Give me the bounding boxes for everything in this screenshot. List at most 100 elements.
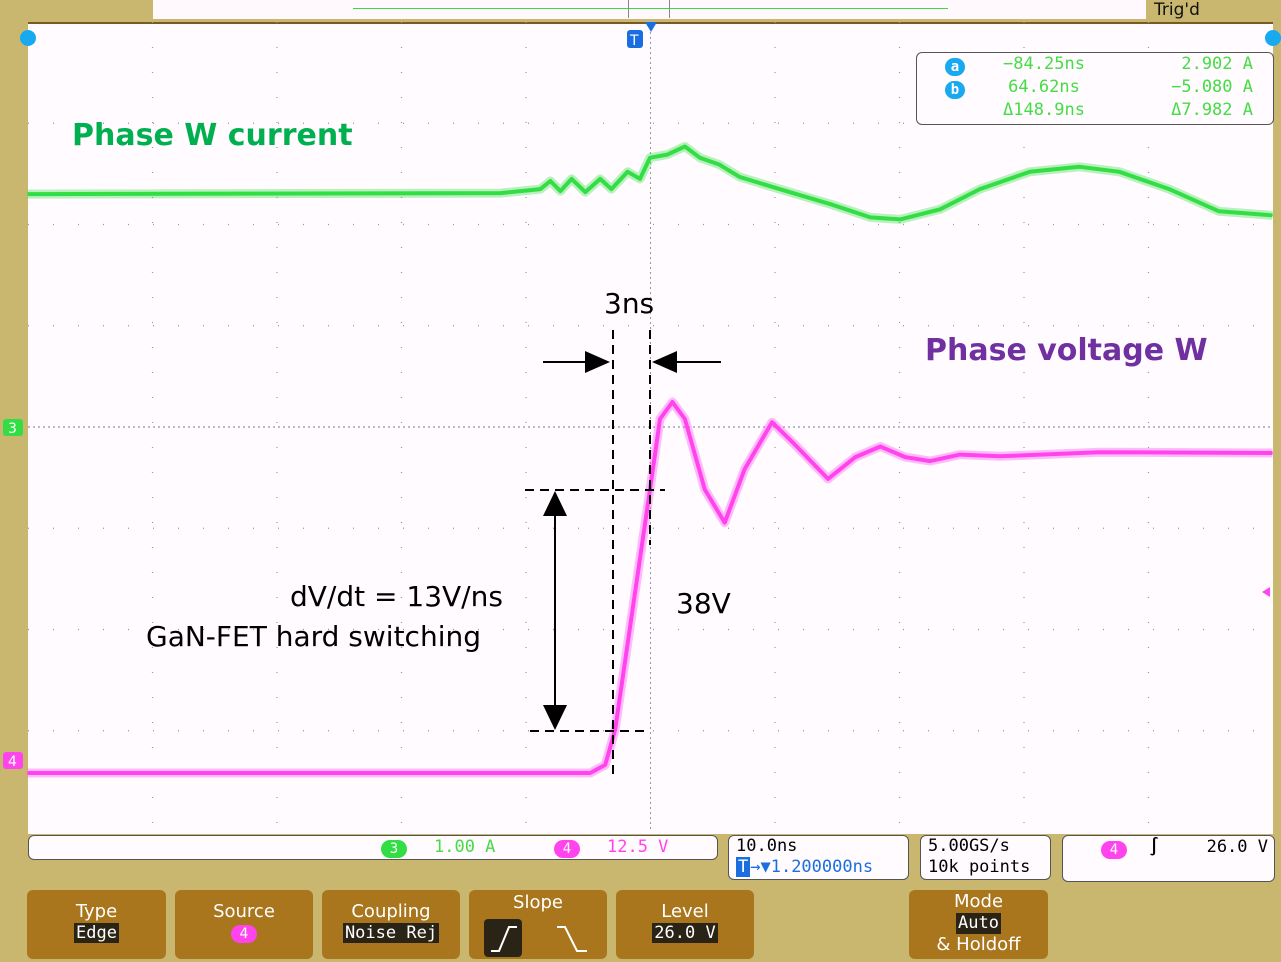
data-point-ch4: [724, 522, 726, 524]
trigger-marker-icon: T: [736, 857, 751, 877]
arrow-left-icon: [652, 351, 677, 373]
data-point-ch4: [959, 454, 961, 456]
data-point-ch4: [1098, 451, 1100, 453]
sample-rate: 5.00GS/s: [928, 836, 1010, 856]
markers: 3 4 T: [3, 22, 1281, 770]
trigger-readout[interactable]: 4 ∫ 26.0 V: [1062, 835, 1275, 882]
type-value: Edge: [74, 923, 119, 943]
falling-slope-icon: [557, 926, 587, 952]
ch4-ground-marker: [3, 752, 23, 769]
data-point-ch4: [27, 772, 28, 774]
coupling-title: Coupling: [351, 901, 431, 922]
svg-text:4: 4: [8, 754, 17, 770]
data-point-ch3: [1218, 210, 1220, 212]
data-point-ch4: [589, 772, 591, 774]
data-point-ch3: [939, 208, 941, 210]
rising-slope-option: [484, 919, 522, 957]
data-point-ch4: [854, 456, 856, 458]
acquisition-readout[interactable]: 5.00GS/s 10k points: [920, 835, 1051, 880]
amplitude-label: 38V: [676, 587, 731, 620]
data-point-ch3: [899, 218, 901, 220]
data-point-ch3: [649, 157, 651, 159]
mode-title: Mode: [953, 891, 1004, 912]
trigger-status: Trig'd: [1154, 0, 1200, 20]
dvdt-label: dV/dt = 13V/ns: [290, 580, 503, 613]
source-button[interactable]: Source 4: [175, 890, 313, 959]
data-point-ch3: [739, 176, 741, 178]
data-point-ch3: [830, 203, 832, 205]
cursor-b-time: 64.62ns: [1008, 77, 1080, 97]
data-point-ch3: [699, 157, 701, 159]
voltage-label: Phase voltage W: [925, 333, 1208, 368]
cursor-b-value: −5.080 A: [1171, 77, 1253, 97]
ch4-badge: 4: [554, 840, 580, 858]
channel-readout[interactable]: 3 1.00 A 4 12.5 V: [28, 835, 718, 860]
trigger-source-badge: 4: [1101, 841, 1127, 859]
data-point-ch3: [869, 216, 871, 218]
data-point-ch3: [549, 180, 551, 182]
data-point-ch3: [599, 178, 601, 180]
type-title: Type: [75, 901, 118, 922]
data-point-ch3: [610, 188, 612, 190]
data-point-ch4: [771, 421, 773, 423]
mode-value: Auto: [956, 913, 1001, 934]
data-point-ch3: [639, 178, 641, 180]
arrow-up-icon: [543, 491, 567, 516]
data-point-ch4: [827, 478, 829, 480]
trigger-level: 26.0 V: [1206, 837, 1268, 857]
level-title: Level: [661, 901, 709, 922]
graticule: [28, 22, 1273, 832]
data-point-ch3: [539, 188, 541, 190]
data-point-ch3: [1118, 171, 1120, 173]
data-point-ch4: [659, 418, 661, 420]
data-point-ch3: [584, 191, 586, 193]
source-title: Source: [213, 901, 275, 922]
slope-button[interactable]: Slope: [469, 890, 607, 959]
data-point-ch4: [671, 401, 673, 403]
source-value: 4: [231, 925, 257, 943]
horizontal-position: →▼1.200000ns: [750, 857, 874, 877]
trigger-position-marker: [627, 30, 643, 48]
cursor-delta-time: Δ148.9ns: [1003, 100, 1085, 120]
data-point-ch4: [999, 455, 1001, 457]
type-button[interactable]: Type Edge: [27, 890, 166, 959]
cursor-a-icon: a: [945, 58, 965, 76]
mode-extra: & Holdoff: [936, 934, 1021, 955]
rise-time-label: 3ns: [604, 287, 655, 320]
data-point-ch4: [929, 460, 931, 462]
switching-label: GaN-FET hard switching: [146, 620, 481, 653]
data-point-ch3: [1079, 166, 1081, 168]
view-bracket: [628, 0, 670, 18]
data-point-ch4: [879, 446, 881, 448]
cursor-a-value: 2.902 A: [1181, 54, 1253, 74]
mode-button[interactable]: Mode Auto & Holdoff: [909, 890, 1048, 959]
level-value: 26.0 V: [652, 923, 718, 943]
expansion-point-marker: [645, 22, 657, 32]
timebase-scale: 10.0ns: [736, 836, 798, 856]
cursor-readout: a b −84.25ns 64.62ns Δ148.9ns 2.902 A −5…: [916, 52, 1274, 125]
data-point-ch4: [904, 456, 906, 458]
data-point-ch3: [778, 188, 780, 190]
data-point-ch4: [684, 418, 686, 420]
cursor-delta-value: Δ7.982 A: [1171, 100, 1253, 120]
svg-text:T: T: [629, 33, 639, 49]
rising-edge-icon: ∫: [1149, 837, 1160, 857]
cursor-b-icon: b: [945, 81, 965, 99]
data-point-ch3: [719, 164, 721, 166]
data-point-ch4: [614, 729, 616, 731]
data-point-ch3: [684, 146, 686, 148]
data-point-ch3: [27, 193, 28, 195]
data-point-ch4: [1272, 452, 1273, 454]
data-point-ch4: [704, 488, 706, 490]
ch3-ground-marker: [3, 419, 23, 436]
data-point-ch3: [1272, 214, 1273, 216]
data-point-ch4: [793, 443, 795, 445]
data-point-ch3: [627, 171, 629, 173]
level-button[interactable]: Level 26.0 V: [616, 890, 754, 959]
timebase-readout[interactable]: 10.0ns T →▼1.200000ns: [728, 835, 909, 880]
coupling-button[interactable]: Coupling Noise Rej: [322, 890, 460, 959]
data-point-ch4: [604, 764, 606, 766]
arrow-right-icon: [585, 351, 610, 373]
data-point-ch3: [1029, 171, 1031, 173]
current-label: Phase W current: [72, 118, 353, 153]
